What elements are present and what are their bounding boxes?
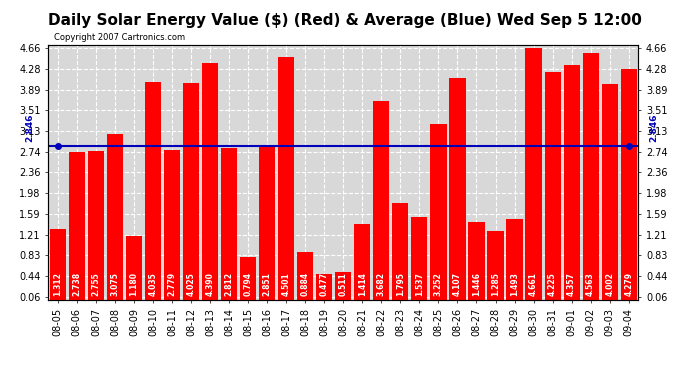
Text: 2.812: 2.812: [224, 272, 234, 296]
Bar: [335, 272, 351, 300]
Bar: [183, 82, 199, 300]
Bar: [506, 219, 522, 300]
Text: 0.477: 0.477: [319, 272, 328, 296]
Text: 3.682: 3.682: [377, 272, 386, 296]
Text: 4.279: 4.279: [624, 272, 633, 296]
Bar: [259, 146, 275, 300]
Text: 0.794: 0.794: [244, 272, 253, 296]
Text: 4.035: 4.035: [148, 272, 157, 296]
Bar: [164, 150, 180, 300]
Text: 4.107: 4.107: [453, 272, 462, 296]
Bar: [50, 229, 66, 300]
Text: 1.537: 1.537: [415, 272, 424, 296]
Text: 4.501: 4.501: [282, 272, 290, 296]
Text: 1.414: 1.414: [358, 272, 367, 296]
Bar: [69, 152, 85, 300]
Text: 4.225: 4.225: [548, 272, 557, 296]
Text: Copyright 2007 Cartronics.com: Copyright 2007 Cartronics.com: [55, 33, 186, 42]
Text: 3.075: 3.075: [110, 272, 119, 296]
Text: 1.285: 1.285: [491, 272, 500, 296]
Text: 2.851: 2.851: [263, 272, 272, 296]
Text: 2.755: 2.755: [91, 272, 100, 296]
Bar: [145, 82, 161, 300]
Bar: [373, 101, 389, 300]
Bar: [526, 48, 542, 300]
Bar: [544, 72, 561, 300]
Bar: [411, 217, 428, 300]
Bar: [582, 54, 599, 300]
Text: 1.446: 1.446: [472, 272, 481, 296]
Text: 4.002: 4.002: [605, 272, 614, 296]
Text: 4.563: 4.563: [586, 272, 595, 296]
Bar: [202, 63, 218, 300]
Bar: [449, 78, 466, 300]
Text: 4.390: 4.390: [206, 272, 215, 296]
Bar: [88, 151, 104, 300]
Text: 0.511: 0.511: [339, 272, 348, 296]
Text: 2.846: 2.846: [649, 113, 658, 142]
Bar: [620, 69, 637, 300]
Text: 4.661: 4.661: [529, 272, 538, 296]
Text: 1.312: 1.312: [53, 272, 62, 296]
Bar: [431, 124, 446, 300]
Text: 0.884: 0.884: [301, 272, 310, 296]
Bar: [393, 203, 408, 300]
Text: 2.738: 2.738: [72, 272, 81, 296]
Text: 2.779: 2.779: [168, 272, 177, 296]
Text: 1.795: 1.795: [396, 272, 405, 296]
Bar: [316, 274, 333, 300]
Text: 4.357: 4.357: [567, 272, 576, 296]
Bar: [602, 84, 618, 300]
Text: 1.180: 1.180: [130, 272, 139, 296]
Bar: [469, 222, 484, 300]
Bar: [487, 231, 504, 300]
Text: 2.846: 2.846: [25, 113, 34, 142]
Bar: [221, 148, 237, 300]
Bar: [297, 252, 313, 300]
Bar: [564, 64, 580, 300]
Bar: [240, 257, 256, 300]
Bar: [278, 57, 294, 300]
Bar: [126, 236, 142, 300]
Text: 1.493: 1.493: [510, 272, 519, 296]
Bar: [107, 134, 123, 300]
Text: Daily Solar Energy Value ($) (Red) & Average (Blue) Wed Sep 5 12:00: Daily Solar Energy Value ($) (Red) & Ave…: [48, 13, 642, 28]
Text: 4.025: 4.025: [186, 272, 195, 296]
Bar: [354, 224, 371, 300]
Text: 3.252: 3.252: [434, 272, 443, 296]
